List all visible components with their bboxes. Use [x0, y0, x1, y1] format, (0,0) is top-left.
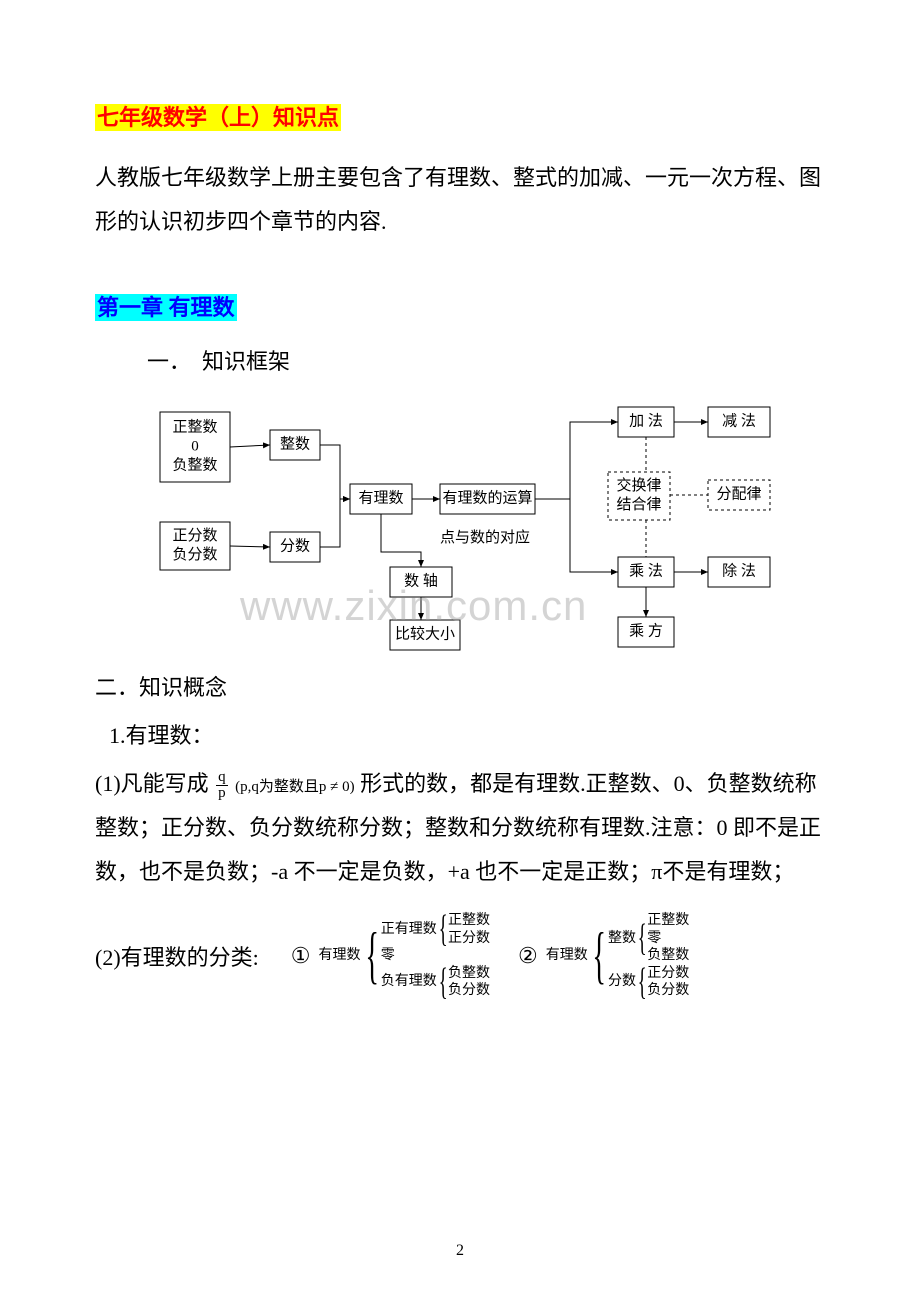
section-1-heading: 一． 知识框架: [147, 344, 825, 376]
tree1-neg-int: 负整数: [448, 965, 490, 983]
chapter-heading-block: 第一章 有理数: [95, 290, 825, 322]
svg-text:交换律: 交换律: [616, 476, 661, 494]
tree2-int-label: 整数: [608, 930, 636, 948]
marker-2: ②: [518, 943, 538, 969]
tree2-neg-frac: 负分数: [647, 982, 689, 1000]
tree1-neg-frac: 负分数: [448, 982, 490, 1000]
tree2-pos-int: 正整数: [647, 912, 689, 930]
svg-text:加 法: 加 法: [629, 413, 663, 430]
tree1-branch-pos: 正有理数 { 正整数 正分数: [381, 912, 490, 947]
brace-icon: {: [592, 929, 606, 983]
svg-text:分数: 分数: [280, 538, 310, 555]
classification-tree-2: 有理数 { 整数 { 正整数 零 负整数 分数 { 正分数 负分数: [546, 912, 690, 1000]
svg-text:0: 0: [191, 439, 199, 455]
tree2-branch-frac: 分数 { 正分数 负分数: [608, 965, 689, 1000]
title-highlight: 七年级数学（上）知识点: [95, 104, 341, 131]
brace-icon: {: [438, 913, 447, 945]
svg-text:减 法: 减 法: [722, 413, 756, 430]
page-number: 2: [456, 1242, 464, 1260]
brace-icon: {: [638, 922, 647, 954]
svg-text:负整数: 负整数: [172, 457, 217, 474]
svg-text:数 轴: 数 轴: [404, 573, 438, 590]
subsection-1: 1.有理数：: [109, 718, 825, 750]
brace-icon: {: [438, 966, 447, 998]
fraction-q-over-p: q p: [216, 770, 228, 801]
tree1-pos-frac: 正分数: [448, 930, 490, 948]
svg-text:结合律: 结合律: [616, 496, 661, 513]
classification-tree-1: 有理数 { 正有理数 { 正整数 正分数 零 负有理数 { 负整数 负分数: [319, 912, 491, 1000]
tree2-branch-int: 整数 { 正整数 零 负整数: [608, 912, 689, 965]
svg-text:负分数: 负分数: [172, 546, 217, 563]
para2-label: (2)有理数的分类:: [95, 940, 259, 972]
knowledge-framework-diagram: 正整数 0 负整数 整数正分数负分数 分数 有理数 有理数的运算数 轴比较大小 加 法 减 法交…: [95, 392, 825, 652]
tree1-root: 有理数: [319, 947, 361, 965]
svg-text:比较大小: 比较大小: [395, 625, 455, 643]
svg-text:乘 法: 乘 法: [629, 563, 663, 580]
para1-b: (p,q为整数且p ≠ 0): [235, 779, 354, 795]
tree1-branch-neg: 负有理数 { 负整数 负分数: [381, 965, 490, 1000]
tree1-pos-label: 正有理数: [381, 921, 437, 939]
tree1-neg-children: 负整数 负分数: [448, 965, 490, 1000]
definition-paragraph-1: (1)凡能写成 q p (p,q为整数且p ≠ 0) 形式的数，都是有理数.正整…: [95, 762, 825, 894]
tree2-level1: 整数 { 正整数 零 负整数 分数 { 正分数 负分数: [608, 912, 689, 1000]
classification-row: (2)有理数的分类: ① 有理数 { 正有理数 { 正整数 正分数 零 负有理数…: [95, 912, 825, 1000]
svg-text:正整数: 正整数: [172, 419, 217, 436]
brace-icon: {: [365, 929, 379, 983]
svg-text:除 法: 除 法: [722, 563, 756, 580]
tree1-pos-children: 正整数 正分数: [448, 912, 490, 947]
intro-paragraph: 人教版七年级数学上册主要包含了有理数、整式的加减、一元一次方程、图形的认识初步四…: [95, 156, 825, 244]
svg-text:正分数: 正分数: [172, 527, 217, 544]
svg-text:点与数的对应: 点与数的对应: [440, 528, 530, 546]
fraction-denominator: p: [216, 786, 228, 801]
svg-text:分配律: 分配律: [716, 486, 761, 503]
chapter-heading: 第一章 有理数: [95, 294, 237, 321]
marker-1: ①: [291, 943, 311, 969]
tree2-root: 有理数: [546, 947, 588, 965]
tree1-pos-int: 正整数: [448, 912, 490, 930]
tree2-frac-label: 分数: [608, 973, 636, 991]
svg-text:乘 方: 乘 方: [629, 623, 663, 640]
svg-text:有理数的运算: 有理数的运算: [442, 489, 532, 507]
svg-text:有理数: 有理数: [358, 490, 403, 507]
section-2-heading: 二．知识概念: [95, 670, 825, 702]
tree2-pos-frac: 正分数: [647, 965, 689, 983]
para1-a: (1)凡能写成: [95, 771, 209, 796]
brace-icon: {: [638, 966, 647, 998]
tree2-frac-children: 正分数 负分数: [647, 965, 689, 1000]
tree2-zero: 零: [647, 930, 689, 948]
tree1-level1: 正有理数 { 正整数 正分数 零 负有理数 { 负整数 负分数: [381, 912, 490, 1000]
tree2-neg-int: 负整数: [647, 947, 689, 965]
tree2-int-children: 正整数 零 负整数: [647, 912, 689, 965]
tree1-zero: 零: [381, 947, 490, 965]
svg-text:整数: 整数: [280, 436, 310, 453]
page-title: 七年级数学（上）知识点: [95, 100, 825, 132]
tree1-neg-label: 负有理数: [381, 973, 437, 991]
fraction-numerator: q: [216, 770, 228, 786]
